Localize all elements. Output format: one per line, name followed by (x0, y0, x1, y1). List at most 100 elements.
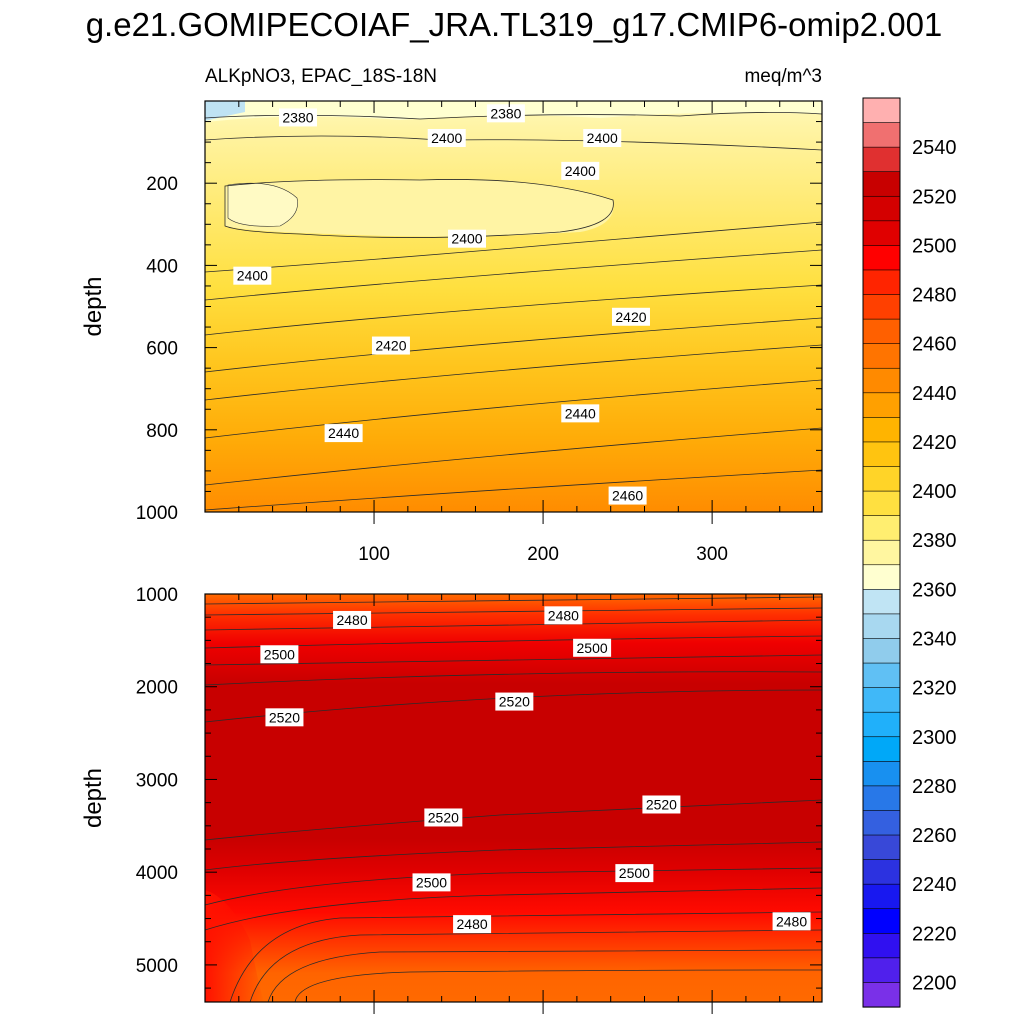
contour-label-box (333, 610, 372, 629)
contour-label-box (642, 795, 681, 814)
contour-label: 2500 (412, 873, 451, 892)
contour-label-text: 2520 (499, 694, 530, 710)
colorbar-swatch (862, 294, 901, 320)
colorbar-label: 2480 (912, 285, 957, 307)
colorbar-swatch (862, 367, 901, 394)
colorbar-swatch (862, 245, 901, 271)
y-tick-label: 200 (146, 174, 178, 195)
chart-title: g.e21.GOMIPECOIAF_JRA.TL319_g17.CMIP6-om… (86, 6, 943, 43)
colorbar-swatch (862, 564, 901, 590)
colorbar-swatch (862, 97, 901, 124)
upper-panel (204, 101, 823, 512)
contour-label-box (424, 808, 463, 827)
contour-label-box (611, 307, 650, 326)
colorbar-label: 2360 (912, 579, 957, 601)
contour-label: 2380 (486, 104, 525, 123)
surface-low-patch (205, 101, 245, 121)
contour-label: 2480 (333, 610, 372, 629)
contour-label: 2440 (561, 404, 600, 423)
contour-label-text: 2520 (646, 796, 677, 812)
contour-label-text: 2420 (375, 338, 406, 354)
lower-frame (204, 593, 823, 1003)
contour-label-box (573, 638, 612, 657)
colorbar-label: 2460 (912, 334, 957, 356)
contour-label-text: 2500 (416, 874, 447, 890)
contour-label: 2420 (611, 307, 650, 326)
contour-label-box (265, 708, 304, 727)
contour-label-box (278, 108, 317, 127)
contour-label: 2460 (608, 486, 647, 505)
colorbar-label: 2420 (912, 432, 957, 454)
colorbar-label: 2320 (912, 678, 957, 700)
contour-label: 2520 (642, 795, 681, 814)
colorbar-swatch (862, 908, 901, 934)
contour-label: 2480 (453, 915, 492, 934)
west-boundary-plume (205, 890, 265, 1002)
contour-label-text: 2520 (269, 709, 300, 725)
contour-label: 2480 (544, 606, 583, 625)
contour-label: 2400 (448, 229, 487, 248)
contour-label-box (544, 606, 583, 625)
colorbar-label: 2260 (912, 825, 957, 847)
contour-label: 2520 (265, 708, 304, 727)
colorbar-swatch (862, 687, 901, 713)
contour-label: 2400 (233, 266, 272, 285)
colorbar-swatch (862, 785, 901, 812)
colorbar-swatch (862, 515, 901, 541)
y-tick-label: 1000 (136, 503, 178, 524)
colorbar: 2540 2520 2500 2480 2460 2440 2420 2400 2380 2360… (862, 97, 957, 1008)
contour-labels: 2380 2380 2400 2400 2400 2400 2400 2420 2420 2440… (233, 104, 811, 934)
colorbar-label: 2200 (912, 972, 957, 994)
colorbar-swatch (862, 736, 901, 762)
colorbar-swatch (862, 417, 901, 443)
y-axis-label: depth (80, 768, 107, 828)
colorbar-frame (862, 97, 901, 1008)
colorbar-swatch (862, 490, 901, 517)
colorbar-label: 2400 (912, 481, 957, 503)
contour-label-box (371, 336, 410, 355)
contour-label-box (448, 229, 487, 248)
colorbar-swatch (862, 932, 901, 959)
y-tick-label: 3000 (136, 770, 178, 791)
contour-label-text: 2500 (619, 865, 650, 881)
contour-label-text: 2440 (565, 405, 596, 421)
colorbar-label: 2540 (912, 137, 957, 159)
variable-name: ALKpNO3 (205, 66, 291, 87)
colorbar-swatch (862, 441, 901, 468)
colorbar-swatch (862, 662, 901, 689)
x-tick-label: 100 (358, 544, 390, 565)
x-tick-label: 200 (527, 544, 559, 565)
colorbar-label: 2220 (912, 923, 957, 945)
colorbar-swatch (862, 171, 901, 197)
colorbar-swatch (862, 638, 901, 664)
contour-label-box (615, 864, 654, 883)
contour-label-text: 2500 (264, 646, 295, 662)
y-tick-label: 1000 (136, 585, 178, 606)
colorbar-label: 2240 (912, 874, 957, 896)
lower-contour-lines (204, 596, 823, 1003)
contour-label: 2400 (583, 128, 622, 147)
colorbar-label: 2280 (912, 776, 957, 798)
y-tick-label: 2000 (136, 678, 178, 699)
contour-label-text: 2440 (328, 425, 359, 441)
lower-panel-fill (205, 594, 822, 1002)
colorbar-swatch (862, 761, 901, 787)
shallow-tongue (225, 179, 614, 237)
contour-label-text: 2400 (451, 231, 482, 247)
contour-label-box (583, 128, 622, 147)
contour-label: 2520 (495, 692, 534, 711)
contour-label-box (233, 266, 272, 285)
contour-label-box (324, 424, 363, 443)
colorbar-label: 2440 (912, 383, 957, 405)
colorbar-swatch (862, 392, 901, 418)
colorbar-swatch (862, 859, 901, 885)
contour-label-box (260, 645, 299, 664)
contour-label: 2500 (573, 638, 612, 657)
colorbar-swatch (862, 810, 901, 836)
colorbar-swatch (862, 220, 901, 247)
y-tick-label: 5000 (136, 956, 178, 977)
colorbar-swatch (862, 957, 901, 984)
contour-label-box (412, 873, 451, 892)
contour-label: 2380 (278, 108, 317, 127)
